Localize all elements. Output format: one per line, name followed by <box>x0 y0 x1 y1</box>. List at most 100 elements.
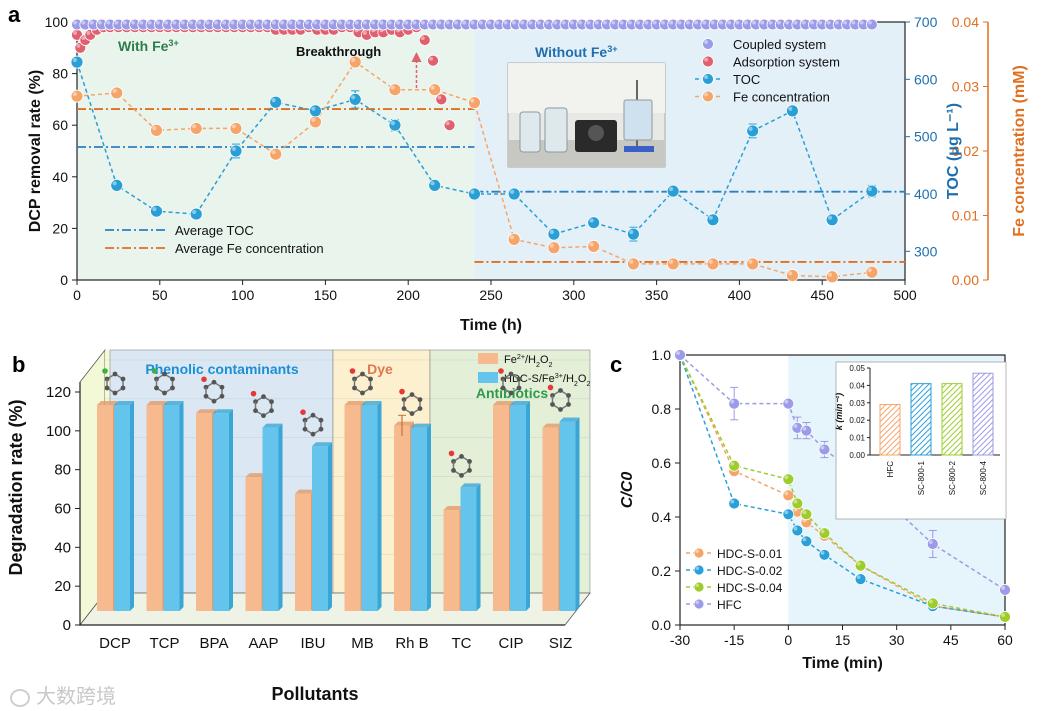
fe-point-dot <box>348 55 362 69</box>
legend-c-HDC-S-0.04: HDC-S-0.04 <box>717 581 783 595</box>
coupled-point-shine <box>503 20 508 25</box>
a-fe-tick-label: 0.03 <box>952 79 979 95</box>
a-fe-tick-label: 0.00 <box>952 272 979 288</box>
c-point-HDC-S-0.04-shine <box>820 529 825 534</box>
molecule-atom <box>550 402 555 407</box>
fe-point-dot <box>189 122 203 135</box>
legend-b-fe-part: Fe <box>504 354 517 366</box>
fe-point-dot <box>269 147 283 161</box>
toc-point-dot <box>627 227 640 241</box>
legend-c-marker-shine <box>695 566 699 570</box>
bar-IBU-hdc <box>312 442 332 611</box>
a-x-axis-title: Time (h) <box>460 317 522 334</box>
c-point-HDC-S-0.04-shine <box>802 510 807 515</box>
molecule-atom <box>558 407 563 412</box>
fe-point <box>388 83 402 97</box>
bar-front <box>361 405 378 611</box>
coupled-point <box>170 18 183 31</box>
coupled-point-dot <box>865 18 878 31</box>
toc-point-shine <box>430 181 435 186</box>
toc-point-dot <box>865 184 879 198</box>
coupled-point <box>609 18 622 31</box>
coupled-point-shine <box>280 20 285 25</box>
toc-point <box>468 187 481 201</box>
coupled-point <box>592 18 605 31</box>
legend-b-fe-swatch <box>478 353 498 364</box>
coupled-point-shine <box>685 20 690 25</box>
toc-point-shine <box>509 189 515 194</box>
coupled-point-shine <box>785 20 790 25</box>
toc-point-dot <box>428 178 442 192</box>
coupled-point <box>402 18 415 31</box>
fe-point <box>666 257 680 271</box>
toc-point-shine <box>470 189 475 194</box>
b-y-tick-label: 120 <box>46 384 71 401</box>
molecule-hetero-atom <box>300 409 306 416</box>
coupled-point-shine <box>205 20 210 25</box>
b-category-label: DCP <box>99 635 131 652</box>
c-point-HFC-shine <box>784 399 789 404</box>
c-point-HDC-S-0.04-dot <box>782 473 795 486</box>
fe-point-shine <box>708 259 713 264</box>
a-toc-tick-label: 400 <box>914 186 938 202</box>
coupled-point-shine <box>172 20 177 25</box>
a-fe-tick-label: 0.02 <box>952 143 979 159</box>
coupled-point-shine <box>495 20 500 25</box>
fe-point-shine <box>271 150 276 155</box>
coupled-point <box>716 18 729 31</box>
bar-front <box>394 425 410 611</box>
coupled-point <box>435 18 448 31</box>
b-y-tick-label: 20 <box>54 578 71 595</box>
fe-point-dot <box>746 257 760 271</box>
coupled-point-shine <box>677 20 682 25</box>
fe-point <box>587 240 601 253</box>
coupled-point <box>849 18 862 31</box>
molecule-atom <box>302 426 308 432</box>
bar-TCP-hdc <box>163 401 184 611</box>
inset-bar-HFC <box>879 404 901 456</box>
c-point-HFC-shine <box>928 540 933 544</box>
coupled-point-shine <box>636 20 641 25</box>
legend-c-marker-shine <box>695 549 699 553</box>
coupled-point <box>95 18 108 31</box>
toc-point <box>150 204 163 218</box>
bar-top <box>262 423 283 428</box>
c-point-HDC-S-0.04-dot <box>800 508 813 521</box>
fe-point <box>189 122 203 135</box>
c-point-HDC-S-0.02-dot <box>728 497 741 510</box>
coupled-point-shine <box>727 20 732 25</box>
coupled-point <box>865 18 878 31</box>
b-category-label: IBU <box>300 635 325 652</box>
bar-MB-hdc <box>361 401 382 611</box>
coupled-point-shine <box>702 20 707 25</box>
coupled-point-shine <box>164 20 169 25</box>
bar-top <box>394 421 414 426</box>
coupled-point-shine <box>222 20 227 25</box>
fe-point-dot <box>587 240 601 253</box>
fe-point-shine <box>72 91 77 97</box>
coupled-point <box>137 18 150 31</box>
bar-top <box>443 506 464 511</box>
c-point-HDC-S-0.02-shine <box>730 499 735 504</box>
coupled-point-shine <box>793 20 798 25</box>
fe-point-shine <box>748 259 753 264</box>
molecule-icon-AAP <box>250 390 274 419</box>
molecule-atom <box>104 385 110 391</box>
toc-point <box>706 213 720 227</box>
coupled-point-shine <box>329 20 334 25</box>
a-fe-tick-label: 0.01 <box>952 208 979 224</box>
c-point-HDC-S-0.02 <box>818 548 831 561</box>
molecule-hetero-atom <box>547 384 554 391</box>
coupled-point-shine <box>776 20 781 25</box>
molecule-atom <box>352 385 357 391</box>
bar-front <box>97 405 113 611</box>
a-fe-tick-label: 0.04 <box>952 14 979 30</box>
molecule-atom <box>451 468 456 473</box>
c-point-HDC-S-0.04 <box>818 527 831 540</box>
bar-side <box>179 401 184 611</box>
molecule-icon-BPA <box>201 376 225 404</box>
a-y-tick-label: 60 <box>52 117 68 133</box>
inset-y-tick-label: 0.00 <box>849 451 865 460</box>
coupled-point <box>79 18 92 31</box>
legend-b-hdc: HDC-S/Fe3+/H2O2 <box>504 372 590 388</box>
